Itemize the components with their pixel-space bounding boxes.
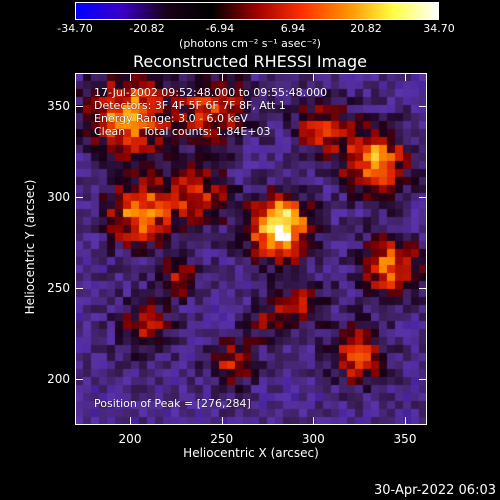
x-tick-mark xyxy=(130,417,131,425)
x-tick-mark xyxy=(221,417,223,425)
y-axis-label: Heliocentric Y (arcsec) xyxy=(23,179,37,315)
x-tick-mark xyxy=(313,73,315,81)
colorbar-tick-label: 6.94 xyxy=(280,22,306,35)
y-tick-label: 250 xyxy=(47,281,70,296)
rhessi-image xyxy=(75,73,427,425)
x-tick-mark xyxy=(313,417,315,425)
x-tick-mark xyxy=(405,417,406,425)
y-tick-mark xyxy=(419,379,427,381)
x-tick-label: 350 xyxy=(393,432,417,446)
colorbar-tick-label: -6.94 xyxy=(205,22,235,35)
y-tick-mark xyxy=(75,288,83,290)
colorbar-tick-label: 34.70 xyxy=(423,22,455,35)
y-tick-mark xyxy=(419,105,427,107)
colorbar-units: (photons cm⁻² s⁻¹ asec⁻²) xyxy=(179,37,321,50)
x-axis-label: Heliocentric X (arcsec) xyxy=(183,446,319,460)
y-tick-mark xyxy=(419,197,427,199)
y-tick-label: 200 xyxy=(47,372,70,387)
y-tick-mark xyxy=(75,105,83,107)
plot-frame xyxy=(75,73,427,425)
energy-range: Energy Range: 3.0 - 6.0 keV xyxy=(94,112,248,125)
time-range: 17-Jul-2002 09:52:48.000 to 09:55:48.000 xyxy=(94,86,328,99)
y-tick-mark xyxy=(75,379,83,381)
timestamp: 30-Apr-2022 06:03 xyxy=(374,483,496,498)
y-tick-label: 300 xyxy=(47,190,70,205)
x-tick-mark xyxy=(405,73,406,81)
colorbar-tick-label: -20.82 xyxy=(129,22,165,35)
x-tick-mark xyxy=(221,73,223,81)
y-tick-mark xyxy=(419,288,427,290)
colorbar-tick-label: 20.82 xyxy=(350,22,382,35)
colorbar xyxy=(75,2,439,20)
x-tick-label: 300 xyxy=(301,432,325,446)
colorbar-tick-label: -34.70 xyxy=(57,22,93,35)
x-tick-label: 200 xyxy=(118,432,142,446)
detectors-info: Detectors: 3F 4F 5F 6F 7F 8F, Att 1 xyxy=(94,99,286,112)
plot-title: Reconstructed RHESSI Image xyxy=(133,52,367,71)
x-tick-label: 250 xyxy=(210,432,234,446)
y-tick-label: 350 xyxy=(47,98,70,113)
x-tick-mark xyxy=(130,73,131,81)
clean-counts: Clean Total counts: 1.84E+03 xyxy=(94,125,271,138)
y-tick-mark xyxy=(75,197,83,199)
peak-position: Position of Peak = [276,284] xyxy=(94,397,251,410)
